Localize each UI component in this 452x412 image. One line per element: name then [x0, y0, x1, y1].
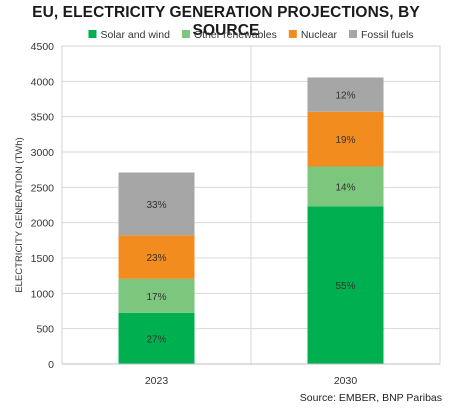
legend-swatch — [88, 30, 97, 38]
segment-data-label: 14% — [335, 182, 355, 193]
y-tick-label: 2000 — [31, 218, 55, 230]
y-tick-label: 3500 — [31, 112, 55, 124]
y-tick-label: 3000 — [31, 147, 55, 159]
legend-label: Solar and wind — [100, 29, 170, 41]
y-tick-label: 1500 — [31, 253, 55, 265]
segment-data-label: 33% — [146, 200, 166, 211]
bar-segment — [118, 235, 195, 279]
segment-data-label: 12% — [335, 91, 355, 102]
bar-segment — [118, 172, 195, 236]
legend-label: Other renewables — [194, 29, 277, 41]
y-axis-title: ELECTRICITY GENERATION (TWh) — [14, 137, 25, 292]
axis-layer: 0 500 1000 1500 2000 2500 3000 3500 4000 4500 ELEC… — [14, 41, 440, 387]
y-tick-label: 2500 — [31, 182, 55, 194]
bar-segment — [307, 206, 384, 364]
x-tick-label: 2030 — [334, 375, 358, 387]
legend-label: Fossil fuels — [361, 29, 414, 41]
legend-swatch — [349, 30, 358, 38]
legend: Solar and wind Other renewables Nuclear Fos… — [88, 29, 414, 41]
y-tick-label: 1000 — [31, 288, 55, 300]
legend-swatch — [288, 30, 297, 38]
chart-title: EU, ELECTRICITY GENERATION PROJECTIONS, … — [32, 4, 420, 39]
bar-segment — [307, 111, 384, 167]
segment-data-label: 27% — [146, 334, 166, 345]
bar-segment — [118, 278, 195, 313]
legend-item: Nuclear — [288, 29, 338, 41]
segment-data-label: 23% — [146, 253, 166, 264]
x-tick-label: 2023 — [145, 375, 169, 387]
bar-segment — [118, 312, 195, 364]
source-note: Source: EMBER, BNP Paribas — [299, 392, 442, 404]
legend-item: Other renewables — [181, 29, 277, 41]
bars-layer: 27% 17% 23% 33% 55% 14% 19% 12% — [118, 77, 384, 364]
y-tick-label: 4500 — [31, 41, 55, 53]
bar-segment — [307, 166, 384, 207]
legend-item: Solar and wind — [88, 29, 170, 41]
legend-item: Fossil fuels — [349, 29, 414, 41]
legend-label: Nuclear — [301, 29, 338, 41]
y-tick-label: 500 — [36, 324, 54, 336]
segment-data-label: 19% — [335, 135, 355, 146]
y-tick-label: 4000 — [31, 76, 55, 88]
y-tick-label: 0 — [48, 359, 54, 371]
bar-segment — [307, 77, 384, 112]
segment-data-label: 55% — [335, 281, 355, 292]
segment-data-label: 17% — [146, 292, 166, 303]
legend-swatch — [181, 30, 190, 38]
